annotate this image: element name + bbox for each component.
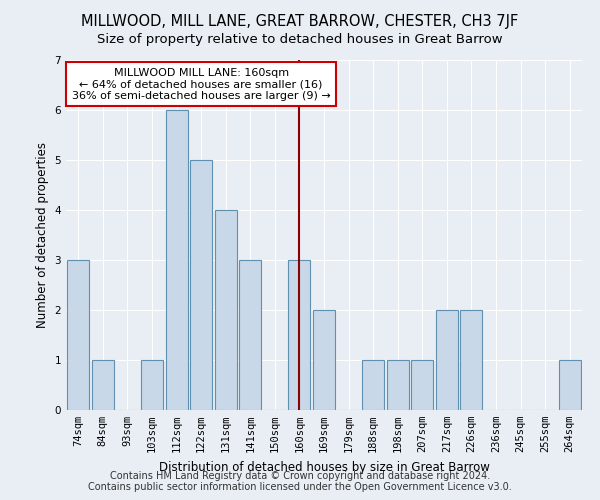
Text: Contains HM Land Registry data © Crown copyright and database right 2024.
Contai: Contains HM Land Registry data © Crown c… xyxy=(88,471,512,492)
Bar xyxy=(313,310,335,410)
X-axis label: Distribution of detached houses by size in Great Barrow: Distribution of detached houses by size … xyxy=(158,460,490,473)
Bar xyxy=(436,310,458,410)
Bar xyxy=(362,360,384,410)
Text: MILLWOOD MILL LANE: 160sqm
← 64% of detached houses are smaller (16)
36% of semi: MILLWOOD MILL LANE: 160sqm ← 64% of deta… xyxy=(72,68,331,100)
Bar xyxy=(460,310,482,410)
Bar xyxy=(166,110,188,410)
Bar xyxy=(411,360,433,410)
Bar xyxy=(92,360,114,410)
Bar xyxy=(386,360,409,410)
Bar xyxy=(67,260,89,410)
Bar xyxy=(289,260,310,410)
Text: Size of property relative to detached houses in Great Barrow: Size of property relative to detached ho… xyxy=(97,32,503,46)
Text: MILLWOOD, MILL LANE, GREAT BARROW, CHESTER, CH3 7JF: MILLWOOD, MILL LANE, GREAT BARROW, CHEST… xyxy=(82,14,518,29)
Bar xyxy=(559,360,581,410)
Bar xyxy=(190,160,212,410)
Bar xyxy=(239,260,262,410)
Bar xyxy=(141,360,163,410)
Y-axis label: Number of detached properties: Number of detached properties xyxy=(36,142,49,328)
Bar xyxy=(215,210,237,410)
